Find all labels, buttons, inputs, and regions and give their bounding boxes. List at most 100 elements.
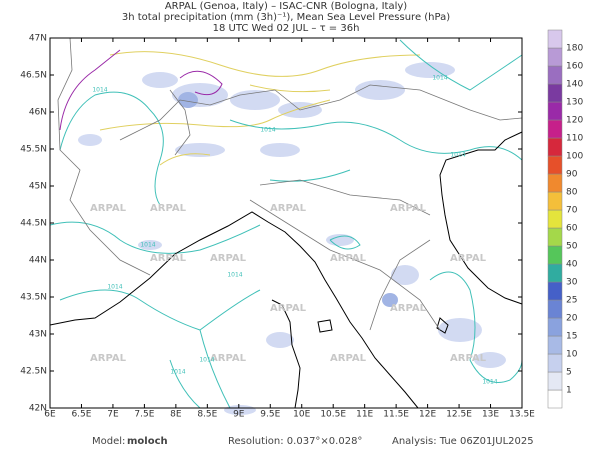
colorbar-box: [547, 83, 563, 103]
footer-model-label: Model:: [92, 436, 125, 447]
colorbar-box: [547, 119, 563, 139]
colorbar-box: [547, 227, 563, 247]
watermark: ARPAL: [90, 203, 127, 214]
footer-model: moloch: [127, 436, 168, 447]
colorbar-label: 1: [566, 386, 572, 396]
lon-tick-label: 8.5E: [197, 410, 217, 420]
isobars: [49, 39, 523, 409]
watermark: ARPAL: [150, 203, 187, 214]
lat-tick-label: 43.5N: [20, 293, 47, 303]
colorbar-box: [547, 137, 563, 157]
isobar-label: 1014: [107, 284, 122, 291]
lon-tick-label: 13E: [482, 410, 499, 420]
lat-tick-label: 44.5N: [20, 219, 47, 229]
colorbar-box: [547, 173, 563, 193]
colorbar-label: 120: [566, 116, 583, 126]
footer-resolution: Resolution: 0.037°×0.028°: [228, 436, 362, 447]
lon-tick-label: 11E: [356, 410, 373, 420]
header-line: ARPAL (Genoa, Italy) – ISAC-CNR (Bologna…: [165, 1, 407, 12]
lat-tick-label: 42.5N: [20, 367, 47, 377]
lat-tick-label: 42N: [29, 404, 47, 414]
lon-tick-label: 11.5E: [383, 410, 409, 420]
coastline: [49, 131, 523, 409]
colorbar-label: 130: [566, 98, 583, 108]
colorbar-label: 15: [566, 332, 577, 342]
isobar-label: 1014: [199, 357, 214, 364]
lat-tick-label: 45N: [29, 182, 47, 192]
map: ARPAL ARPAL ARPAL ARPAL ARPAL ARPAL ARPAL ARPAL…: [49, 37, 523, 415]
colorbar-label: 10: [566, 350, 578, 360]
lon-tick-label: 7E: [107, 410, 119, 420]
colorbar-box: [547, 371, 563, 391]
lat-tick-label: 44N: [29, 256, 47, 266]
isobar-label: 1014: [140, 242, 155, 249]
colorbar-label: 160: [566, 62, 583, 72]
colorbar-box: [547, 101, 563, 121]
colorbar-label: 140: [566, 80, 583, 90]
precip-patches: [78, 62, 506, 415]
colorbar-label: 180: [566, 44, 583, 54]
colorbar-label: 20: [566, 314, 578, 324]
colorbar-label: 90: [566, 170, 578, 180]
colorbar-label: 30: [566, 278, 578, 288]
lon-tick-label: 10E: [293, 410, 310, 420]
colorbar-box: [547, 29, 563, 49]
isobar-label: 1014: [170, 369, 185, 376]
contour: [59, 49, 121, 131]
watermark: ARPAL: [390, 303, 427, 314]
colorbar-label: 25: [566, 296, 577, 306]
colorbar-box: [547, 335, 563, 355]
lat-tick-label: 46N: [29, 108, 47, 118]
colorbar-box: [547, 353, 563, 373]
lon-tick-label: 13.5E: [509, 410, 535, 420]
colorbar-box: [547, 47, 563, 67]
contours: [99, 51, 421, 166]
colorbar-box: [547, 155, 563, 175]
watermark: ARPAL: [210, 353, 247, 364]
watermark: ARPAL: [90, 353, 127, 364]
watermarks: ARPAL ARPAL ARPAL ARPAL ARPAL ARPAL ARPAL ARPAL…: [90, 203, 487, 364]
watermark: ARPAL: [330, 353, 367, 364]
watermark: ARPAL: [270, 203, 307, 214]
header-line: 3h total precipitation (mm (3h)⁻¹), Mean…: [122, 12, 450, 23]
colorbar-box: [547, 191, 563, 211]
contour: [179, 70, 223, 96]
isobar-label: 1014: [482, 379, 497, 386]
watermark: ARPAL: [450, 353, 487, 364]
colorbar-box: [547, 389, 563, 409]
lat-tick-label: 45.5N: [20, 145, 47, 155]
isobar-label: 1014: [450, 152, 465, 159]
colorbar-label: 70: [566, 206, 578, 216]
lon-tick-label: 12E: [419, 410, 436, 420]
isobar-label: 1014: [227, 272, 242, 279]
lon-tick-label: 9.5E: [260, 410, 280, 420]
lon-tick-label: 9E: [233, 410, 245, 420]
watermark: ARPAL: [150, 253, 187, 264]
colorbar-box: [547, 65, 563, 85]
lon-tick-label: 6.5E: [71, 410, 91, 420]
colorbar-label: 40: [566, 260, 578, 270]
colorbar-box: [547, 245, 563, 265]
isobar-labels: 1014 1014 1014 1014 1014 1014 1014 1014 1014 1014: [92, 75, 497, 386]
colorbar-box: [547, 299, 563, 319]
header-line: 18 UTC Wed 02 JUL – τ = 36h: [213, 23, 360, 34]
lat-tick-label: 47N: [29, 34, 47, 44]
footer-analysis: Analysis: Tue 06Z01JUL2025: [392, 436, 534, 447]
colorbar-box: [547, 209, 563, 229]
watermark: ARPAL: [450, 253, 487, 264]
colorbar-box: [547, 263, 563, 283]
borders: [57, 37, 523, 331]
lat-tick-label: 43N: [29, 330, 47, 340]
lat-tick-label: 46.5N: [20, 71, 47, 81]
colorbar-label: 60: [566, 224, 578, 234]
colorbar-label: 110: [566, 134, 583, 144]
watermark: ARPAL: [330, 253, 367, 264]
colorbar-label: 100: [566, 152, 583, 162]
watermark: ARPAL: [390, 203, 427, 214]
colorbar-box: [547, 317, 563, 337]
lon-tick-label: 7.5E: [134, 410, 154, 420]
watermark: ARPAL: [210, 253, 247, 264]
colorbar-label: 80: [566, 188, 578, 198]
colorbar-box: [547, 281, 563, 301]
